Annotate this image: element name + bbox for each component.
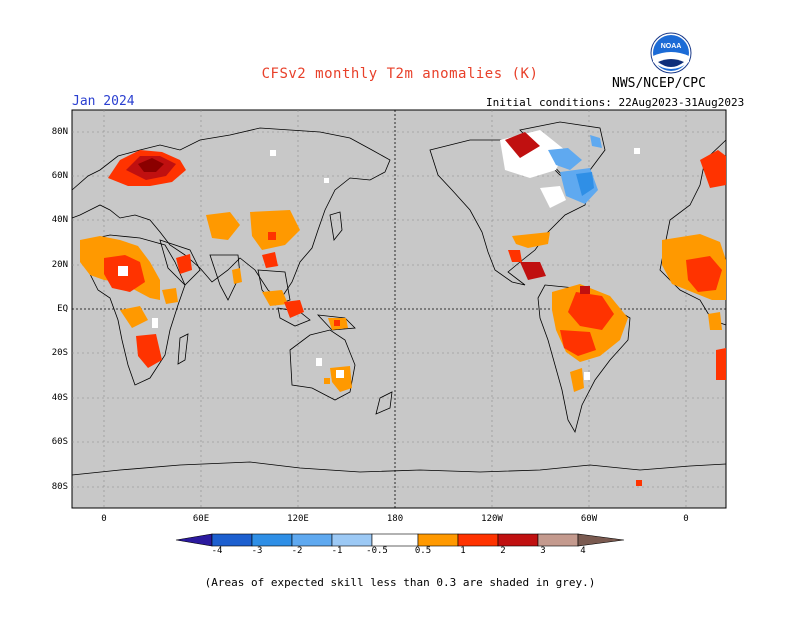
colorbar	[175, 533, 625, 547]
lat-label: 80N	[51, 127, 68, 137]
colorbar-label: -0.5	[366, 546, 388, 556]
lat-label: 80S	[51, 482, 68, 492]
noaa-logo: NOAA	[650, 32, 692, 74]
colorbar-swatch	[211, 533, 253, 547]
anomaly-patches	[80, 130, 726, 486]
lat-label: 40N	[51, 215, 68, 225]
lon-label: 0	[101, 514, 107, 524]
svg-text:NOAA: NOAA	[661, 43, 682, 50]
colorbar-label: 3	[540, 546, 546, 556]
lat-label: 40S	[51, 393, 68, 403]
colorbar-label: 4	[580, 546, 586, 556]
lon-label: 60E	[192, 514, 210, 524]
colorbar-label: 0.5	[414, 546, 432, 556]
lat-label: 20N	[51, 260, 68, 270]
colorbar-label: -1	[331, 546, 343, 556]
colorbar-swatch	[497, 533, 539, 547]
valid-month-label: Jan 2024	[72, 94, 135, 109]
colorbar-swatch	[371, 533, 419, 547]
lat-label: 60N	[51, 171, 68, 181]
lon-label: 180	[386, 514, 404, 524]
lon-label: 120E	[287, 514, 309, 524]
colorbar-swatch	[251, 533, 293, 547]
colorbar-swatch	[417, 533, 459, 547]
colorbar-label: 1	[460, 546, 466, 556]
initial-conditions-label: Initial conditions: 22Aug2023-31Aug2023	[486, 96, 745, 109]
colorbar-min-arrow	[175, 533, 213, 547]
colorbar-swatch	[537, 533, 579, 547]
colorbar-label: -3	[251, 546, 263, 556]
organization-label: NWS/NCEP/CPC	[612, 76, 706, 91]
colorbar-label: -2	[291, 546, 303, 556]
map-title: CFSv2 monthly T2m anomalies (K)	[261, 66, 539, 82]
colorbar-swatch	[331, 533, 373, 547]
colorbar-label: -4	[211, 546, 223, 556]
colorbar-swatch	[291, 533, 333, 547]
colorbar-swatch	[457, 533, 499, 547]
gridlines	[72, 110, 726, 508]
lon-label: 0	[683, 514, 689, 524]
lon-label: 120W	[481, 514, 503, 524]
skill-footnote: (Areas of expected skill less than 0.3 a…	[204, 576, 596, 589]
lat-label: EQ	[57, 304, 68, 314]
colorbar-label: 2	[500, 546, 506, 556]
lon-label: 60W	[580, 514, 598, 524]
colorbar-max-arrow	[577, 533, 625, 547]
lat-label: 20S	[51, 348, 68, 358]
lat-label: 60S	[51, 437, 68, 447]
